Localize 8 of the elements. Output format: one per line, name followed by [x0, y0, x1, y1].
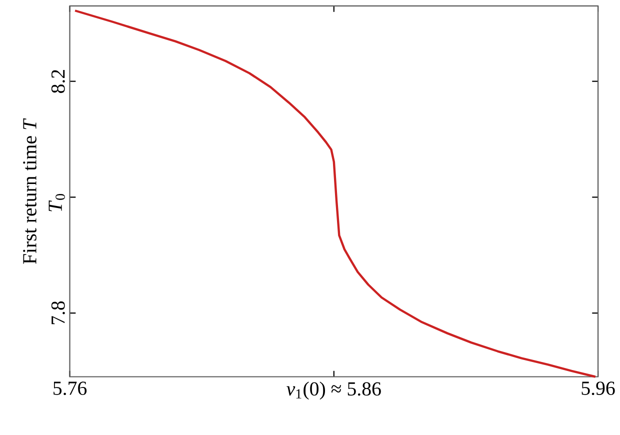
text: T$_{0}$ [48, 194, 65, 212]
y-tick-label: 8.2 [51, 70, 65, 94]
x-tick-label: 5.76 [54, 382, 87, 396]
x-tick-label: 5.96 [582, 382, 615, 396]
y-axis-title: First return time T [23, 118, 36, 264]
x-tick-label: v$_{1}$(0) ≈ 5.86 [286, 382, 381, 400]
line-series [74, 10, 596, 378]
y-tick-label: 7.8 [51, 302, 65, 324]
